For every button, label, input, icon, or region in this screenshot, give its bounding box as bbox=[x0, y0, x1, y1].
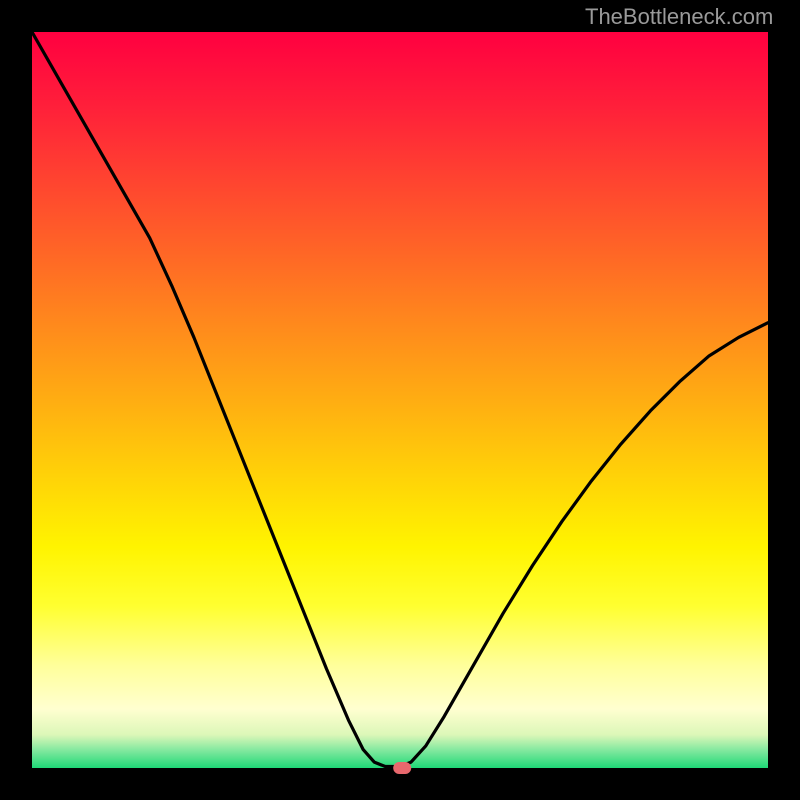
chart-svg bbox=[0, 0, 800, 800]
optimal-point-marker bbox=[393, 762, 411, 774]
plot-background bbox=[32, 32, 768, 768]
watermark-text: TheBottleneck.com bbox=[585, 4, 773, 30]
chart-container: TheBottleneck.com bbox=[0, 0, 800, 800]
